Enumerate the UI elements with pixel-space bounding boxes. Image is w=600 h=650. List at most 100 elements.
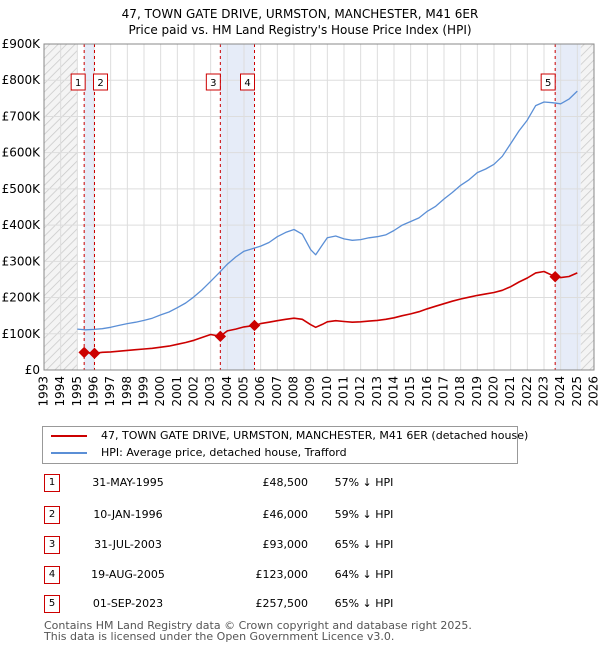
x-tick-label: 2011 [337,376,351,407]
transaction-price: £93,000 [262,538,309,551]
transaction-number-badge: 2 [44,506,60,524]
x-tick-label: 2022 [520,376,534,407]
y-tick-label: £400K [2,218,42,232]
x-tick-label: 1994 [53,376,67,407]
footer-line-2: This data is licensed under the Open Gov… [44,630,395,643]
sale-point [78,346,90,359]
legend-label-property: 47, TOWN GATE DRIVE, URMSTON, MANCHESTER… [101,429,529,442]
y-tick-label: £100K [2,327,42,341]
x-tick-label: 2009 [303,376,317,407]
y-tick-label: £800K [2,73,42,87]
x-tick-label: 1995 [70,376,84,407]
transaction-date: 31-JUL-2003 [94,538,162,551]
transaction-hpi-diff: 59% ↓ HPI [334,508,394,521]
x-tick-label: 1997 [103,376,117,407]
x-tick-label: 2017 [437,376,451,407]
sale-label-box [240,73,255,91]
x-tick-label: 2020 [487,376,501,407]
sale-label-number: 5 [545,78,551,89]
x-tick-label: 2021 [503,376,517,407]
transaction-number-badge: 5 [44,595,60,613]
transaction-price: £123,000 [255,568,309,581]
transaction-number-badge: 3 [44,536,60,554]
table-row: 3 31-JUL-2003 £93,000 65% ↓ HPI [44,536,464,554]
sale-label-number: 3 [210,78,216,89]
x-tick-label: 2007 [270,376,284,407]
x-tick-label: 2003 [203,376,217,407]
transaction-price: £257,500 [255,597,309,610]
price-chart: 1 2 3 4 5 £0 £100K £200K £300K £400K £500K £600K £7… [2,37,600,407]
title-line-2: Price paid vs. HM Land Registry's House … [128,23,472,37]
x-tick-label: 2005 [237,376,251,407]
transaction-hpi-diff: 57% ↓ HPI [334,476,394,489]
x-tick-label: 1999 [137,376,151,407]
table-row: 5 01-SEP-2023 £257,500 65% ↓ HPI [44,595,464,613]
property-price-line [84,270,578,355]
x-tick-label: 2024 [553,376,567,407]
y-tick-label: £900K [2,37,42,51]
table-row: 1 31-MAY-1995 £48,500 57% ↓ HPI [44,474,464,492]
plot-area [44,44,594,370]
sale-label-box [540,73,556,91]
x-tick-label: 2023 [537,376,551,407]
x-tick-label: 2006 [253,376,267,407]
x-tick-label: 2001 [170,376,184,407]
legend-label-hpi: HPI: Average price, detached house, Traf… [101,446,347,459]
y-tick-label: £600K [2,146,42,160]
transaction-price: £46,000 [262,508,309,521]
transaction-number-badge: 4 [44,566,60,584]
sale-point [88,347,101,360]
table-row: 2 10-JAN-1996 £46,000 59% ↓ HPI [44,506,464,524]
sale-period-shading [220,44,255,370]
y-tick-label: £0 [25,363,40,377]
x-tick-label: 2004 [220,376,234,407]
x-tick-label: 2002 [187,376,201,407]
hpi-series-line [77,90,578,331]
x-tick-label: 2013 [370,376,384,407]
sale-period-shading [555,44,581,370]
x-tick-label: 2015 [403,376,417,407]
x-tick-label: 2018 [453,376,467,407]
x-tick-label: 2026 [587,376,600,407]
x-tick-label: 2010 [320,376,334,407]
sale-label-box [205,73,221,91]
footer-line-1: Contains HM Land Registry data © Crown c… [44,619,472,632]
legend-swatch-hpi [51,452,87,454]
x-tick-label: 2012 [353,376,367,407]
transaction-hpi-diff: 65% ↓ HPI [334,597,394,610]
x-tick-label: 2019 [470,376,484,407]
transaction-date: 31-MAY-1995 [92,476,164,489]
transaction-date: 01-SEP-2023 [92,597,164,610]
y-tick-label: £200K [2,291,42,305]
sale-label-box [70,73,86,91]
transaction-date: 10-JAN-1996 [93,508,163,521]
legend-swatch-property [51,435,87,437]
hatched-region [580,44,594,370]
sale-point [549,271,561,283]
x-tick-label: 2008 [287,376,301,407]
x-tick-label: 2016 [420,376,434,407]
sale-label-box [93,73,108,91]
plot-border [43,43,595,371]
sale-point [214,330,227,343]
footer-attribution: Contains HM Land Registry data © Crown c… [44,620,472,642]
chart-title: 47, TOWN GATE DRIVE, URMSTON, MANCHESTER… [0,6,600,38]
sale-point [248,319,261,332]
title-line-1: 47, TOWN GATE DRIVE, URMSTON, MANCHESTER… [121,7,479,21]
table-row: 4 19-AUG-2005 £123,000 64% ↓ HPI [44,566,464,584]
x-tick-label: 1998 [120,376,134,407]
transaction-hpi-diff: 64% ↓ HPI [334,568,394,581]
sale-label-number: 1 [75,78,81,89]
transaction-date: 19-AUG-2005 [91,568,165,581]
x-tick-label: 2014 [387,376,401,407]
y-tick-label: £500K [2,182,42,196]
sale-label-number: 2 [97,78,103,89]
x-tick-label: 1996 [87,376,101,407]
x-tick-label: 2025 [570,376,584,407]
transaction-number-badge: 1 [44,474,60,492]
x-tick-label: 1993 [37,376,51,407]
x-tick-label: 2000 [153,376,167,407]
transaction-hpi-diff: 65% ↓ HPI [334,538,394,551]
sale-label-number: 4 [244,78,250,89]
y-tick-label: £300K [2,254,42,268]
